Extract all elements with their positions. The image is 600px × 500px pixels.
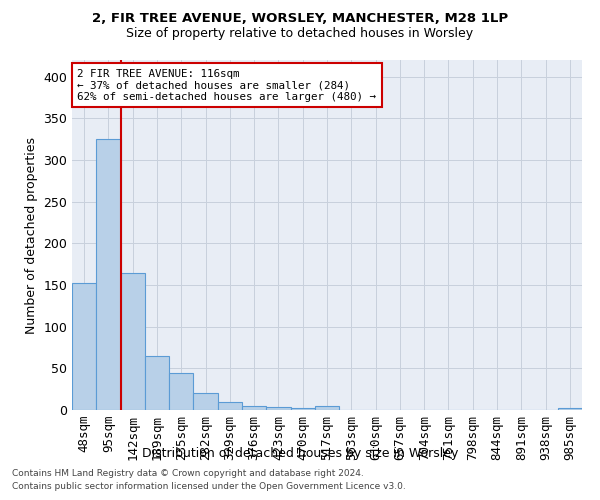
Bar bbox=[558, 408, 582, 410]
Text: Contains HM Land Registry data © Crown copyright and database right 2024.: Contains HM Land Registry data © Crown c… bbox=[12, 468, 364, 477]
Bar bbox=[193, 394, 218, 410]
Text: Size of property relative to detached houses in Worsley: Size of property relative to detached ho… bbox=[127, 28, 473, 40]
Bar bbox=[121, 272, 145, 410]
Bar bbox=[169, 374, 193, 410]
Bar bbox=[96, 139, 121, 410]
Y-axis label: Number of detached properties: Number of detached properties bbox=[25, 136, 38, 334]
Bar bbox=[290, 408, 315, 410]
Bar bbox=[242, 406, 266, 410]
Bar bbox=[315, 406, 339, 410]
Text: 2, FIR TREE AVENUE, WORSLEY, MANCHESTER, M28 1LP: 2, FIR TREE AVENUE, WORSLEY, MANCHESTER,… bbox=[92, 12, 508, 26]
Bar bbox=[72, 284, 96, 410]
Bar bbox=[145, 356, 169, 410]
Bar bbox=[218, 402, 242, 410]
Text: 2 FIR TREE AVENUE: 116sqm
← 37% of detached houses are smaller (284)
62% of semi: 2 FIR TREE AVENUE: 116sqm ← 37% of detac… bbox=[77, 69, 376, 102]
Bar bbox=[266, 406, 290, 410]
Text: Distribution of detached houses by size in Worsley: Distribution of detached houses by size … bbox=[142, 448, 458, 460]
Text: Contains public sector information licensed under the Open Government Licence v3: Contains public sector information licen… bbox=[12, 482, 406, 491]
